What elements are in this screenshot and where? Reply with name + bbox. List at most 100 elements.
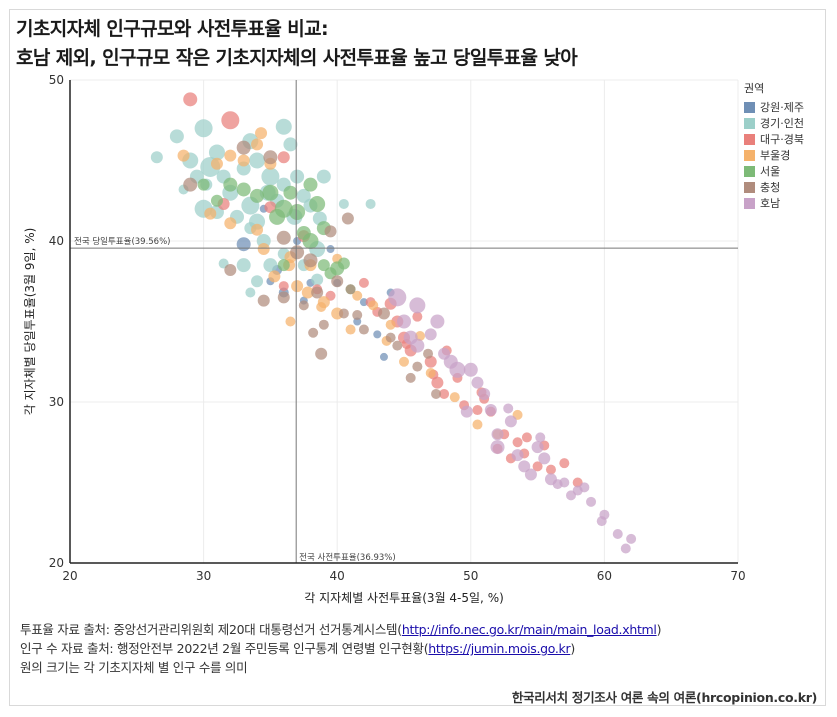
legend-swatch xyxy=(744,101,755,113)
data-point-4 xyxy=(285,316,296,327)
data-point-4 xyxy=(251,138,264,151)
data-point-7 xyxy=(504,415,517,428)
data-point-6 xyxy=(324,225,337,238)
data-point-7 xyxy=(535,432,546,443)
data-point-3 xyxy=(412,311,423,322)
data-point-4 xyxy=(210,157,223,170)
x-axis-title: 각 지자체별 사전투표율(3월 4-5일, %) xyxy=(304,591,504,605)
data-point-6 xyxy=(303,253,318,268)
data-point-7 xyxy=(612,529,623,540)
legend-item-2: 경기·인천 xyxy=(744,115,804,131)
data-point-3 xyxy=(472,405,483,416)
data-point-6 xyxy=(276,230,291,245)
data-point-2 xyxy=(275,118,292,135)
credit-text: 한국리서치 정기조사 여론 속의 여론(hrcopinion.co.kr) xyxy=(511,690,817,705)
data-point-7 xyxy=(566,490,576,501)
source-line-votes: 투표율 자료 출처: 중앙선거관리위원회 제20대 대통령선거 선거통계시스템(… xyxy=(20,619,661,638)
chart-legend: 권역 강원·제주 경기·인천 대구·경북 부울경 서울 충청 호남 xyxy=(744,80,804,211)
data-point-2 xyxy=(150,151,163,164)
data-point-6 xyxy=(257,294,270,307)
reference-label-early-vote: 전국 사전투표율(36.93%) xyxy=(299,552,396,563)
data-point-6 xyxy=(358,324,369,335)
data-point-7 xyxy=(478,387,491,400)
data-point-2 xyxy=(290,169,305,184)
data-point-3 xyxy=(183,92,198,107)
data-point-1 xyxy=(373,330,382,339)
data-point-4 xyxy=(425,368,436,379)
y-tick-label: 20 xyxy=(49,556,64,570)
data-point-7 xyxy=(586,496,597,507)
source-population-prefix: 인구 수 자료 출처: 행정안전부 2022년 2월 주민등록 인구통계 연령별… xyxy=(20,641,429,656)
y-tick-label: 30 xyxy=(49,395,64,409)
data-point-2 xyxy=(249,152,266,169)
data-point-6 xyxy=(352,310,363,321)
data-point-7 xyxy=(626,533,637,544)
data-point-6 xyxy=(341,212,354,225)
data-point-3 xyxy=(439,388,450,399)
data-point-7 xyxy=(579,482,590,493)
data-point-2 xyxy=(194,119,213,138)
x-tick-label: 70 xyxy=(730,569,745,583)
data-point-4 xyxy=(352,290,363,301)
data-point-7 xyxy=(397,314,411,329)
data-point-2 xyxy=(236,258,251,273)
legend-label: 부울경 xyxy=(760,149,791,162)
data-point-1 xyxy=(359,298,368,307)
data-point-4 xyxy=(316,302,327,313)
data-point-3 xyxy=(278,281,289,292)
data-point-4 xyxy=(345,324,356,335)
data-point-3 xyxy=(424,355,437,368)
data-point-5 xyxy=(302,233,319,249)
chart-frame xyxy=(9,9,826,706)
data-point-2 xyxy=(283,137,298,152)
data-point-6 xyxy=(236,140,251,155)
data-point-6 xyxy=(290,245,305,260)
data-point-6 xyxy=(183,177,198,192)
y-tick-label: 50 xyxy=(49,73,64,87)
data-point-2 xyxy=(365,198,376,209)
data-point-7 xyxy=(524,468,537,481)
data-point-6 xyxy=(277,291,290,304)
data-point-4 xyxy=(449,392,460,403)
legend-item-7: 호남 xyxy=(744,195,804,211)
bubble-size-note: 원의 크기는 각 기초지자체 별 인구 수를 의미 xyxy=(20,660,248,675)
reference-label-election-day: 전국 당일투표율(39.56%) xyxy=(74,236,171,247)
source-population-link[interactable]: https://jumin.mois.go.kr xyxy=(428,641,571,656)
data-point-4 xyxy=(224,149,237,162)
data-point-4 xyxy=(472,419,483,430)
data-point-4 xyxy=(257,243,270,256)
x-tick-label: 60 xyxy=(597,569,612,583)
data-point-3 xyxy=(512,437,523,448)
source-votes-link[interactable]: http://info.nec.go.kr/main/main_load.xht… xyxy=(401,622,657,637)
legend-label: 경기·인천 xyxy=(760,117,804,130)
legend-label: 강원·제주 xyxy=(760,101,804,114)
legend-swatch xyxy=(744,165,755,177)
data-point-7 xyxy=(518,460,531,473)
data-point-5 xyxy=(283,185,298,200)
data-point-5 xyxy=(262,184,279,201)
data-point-7 xyxy=(438,347,451,360)
data-point-5 xyxy=(337,257,350,270)
chart-title-line2: 호남 제외, 인구규모 작은 기초지자체의 사전투표율 높고 당일투표율 낮아 xyxy=(16,47,578,69)
legend-label: 충청 xyxy=(760,181,781,194)
data-point-6 xyxy=(263,150,278,165)
y-tick-label: 40 xyxy=(49,234,64,248)
data-point-4 xyxy=(237,154,250,167)
data-point-7 xyxy=(430,314,445,329)
data-point-7 xyxy=(460,405,473,418)
legend-label: 대구·경북 xyxy=(760,133,804,146)
data-point-3 xyxy=(431,376,444,389)
data-point-3 xyxy=(358,277,369,288)
data-point-4 xyxy=(291,280,304,293)
data-point-7 xyxy=(511,449,524,462)
data-point-6 xyxy=(224,263,237,276)
data-point-4 xyxy=(251,223,264,236)
legend-swatch xyxy=(744,197,755,209)
data-point-5 xyxy=(324,267,337,280)
legend-item-4: 부울경 xyxy=(744,147,804,163)
data-point-7 xyxy=(596,516,607,527)
data-point-5 xyxy=(223,177,238,192)
data-point-7 xyxy=(484,404,497,417)
data-point-3 xyxy=(521,432,532,443)
